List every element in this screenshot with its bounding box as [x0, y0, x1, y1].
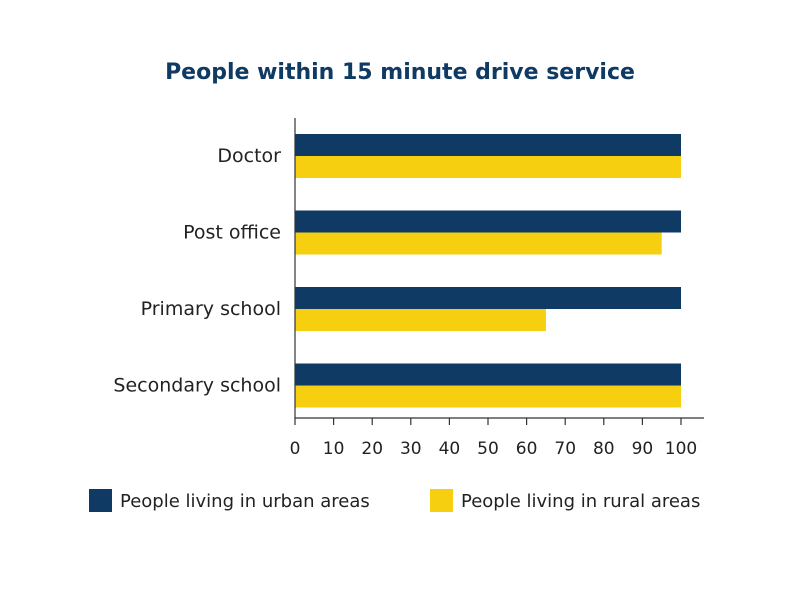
legend: People living in urban areas People livin…: [89, 489, 700, 512]
chart-title: People within 15 minute drive service: [165, 60, 635, 85]
x-tick-label: 10: [323, 439, 345, 459]
category-label: Primary school: [141, 298, 281, 320]
category-label: Secondary school: [113, 375, 281, 397]
bar-rural-primary-school: [295, 309, 546, 331]
x-tick-label: 90: [632, 439, 654, 459]
bar-urban-post-office: [295, 210, 681, 233]
category-label: Post office: [183, 222, 281, 244]
bar-urban-doctor: [295, 134, 681, 156]
bars-group: [295, 134, 681, 408]
bar-rural-secondary-school: [295, 385, 681, 408]
bar-rural-post-office: [295, 232, 662, 255]
legend-label: People living in rural areas: [461, 491, 700, 512]
category-labels: Doctor Post office Primary school Secondary…: [113, 145, 281, 397]
x-tick-labels: 0 10 20 30 40 50 60 70 80 90 100: [290, 418, 697, 459]
legend-swatch: [89, 489, 112, 512]
bar-rural-doctor: [295, 156, 681, 178]
bar-urban-secondary-school: [295, 363, 681, 386]
x-tick-label: 50: [477, 439, 499, 459]
legend-label: People living in urban areas: [120, 491, 370, 512]
x-tick-label: 70: [554, 439, 576, 459]
axes: [294, 118, 704, 419]
bar-urban-primary-school: [295, 287, 681, 309]
category-label: Doctor: [217, 145, 281, 167]
x-tick-label: 60: [516, 439, 538, 459]
x-tick-label: 100: [665, 439, 697, 459]
x-tick-label: 0: [290, 439, 301, 459]
x-tick-label: 20: [361, 439, 383, 459]
x-tick-label: 30: [400, 439, 422, 459]
x-tick-label: 40: [439, 439, 461, 459]
x-tick-label: 80: [593, 439, 615, 459]
legend-swatch: [430, 489, 453, 512]
